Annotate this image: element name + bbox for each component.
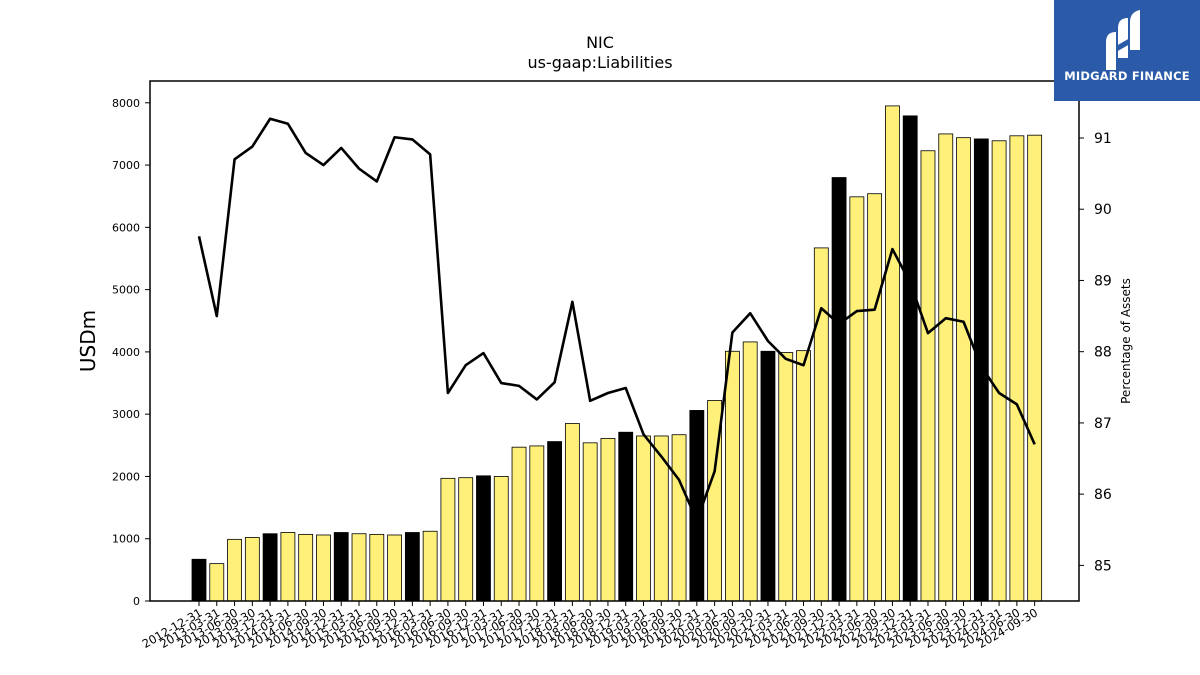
bar-2022-06-30 <box>867 193 883 602</box>
bar-2022-03-31 <box>849 196 865 602</box>
bar-2017-09-30 <box>529 445 545 602</box>
bar-2023-12-31 <box>973 138 989 602</box>
y2-tick-label: 88 <box>1094 345 1112 361</box>
bar-2019-09-30 <box>671 434 687 602</box>
bar-2018-12-31 <box>618 431 634 602</box>
midgard-logo-icon <box>1106 10 1140 70</box>
bar-2015-03-31 <box>351 533 367 602</box>
bar-2016-06-30 <box>440 477 456 602</box>
bar-2024-09-30 <box>1027 134 1043 602</box>
bar-2013-12-31 <box>262 533 278 602</box>
bar-2019-03-31 <box>636 435 651 602</box>
y2-tick-label: 85 <box>1094 558 1112 574</box>
bar-2017-03-31 <box>493 476 509 602</box>
y2-tick-label: 91 <box>1094 131 1112 147</box>
bar-2024-03-31 <box>991 140 1007 602</box>
bar-2013-06-30 <box>227 538 242 602</box>
bar-2023-03-31 <box>920 150 936 602</box>
bar-2015-12-31 <box>404 532 420 602</box>
y2-tick-label: 86 <box>1094 487 1112 503</box>
bar-2021-09-30 <box>813 247 829 602</box>
bar-2017-06-30 <box>511 446 527 602</box>
y-tick-label: 8000 <box>112 97 140 110</box>
bar-2020-12-31 <box>760 350 776 602</box>
y2-tick-label: 89 <box>1094 273 1112 289</box>
y-tick-label: 0 <box>133 595 140 608</box>
bar-2020-06-30 <box>725 350 740 602</box>
bar-2013-03-31 <box>209 563 225 602</box>
y-tick-label: 1000 <box>112 533 140 546</box>
bar-2023-06-30 <box>938 133 954 602</box>
bar-2015-09-30 <box>387 534 402 602</box>
y-tick-label: 7000 <box>112 159 140 172</box>
bar-2023-09-30 <box>956 137 971 602</box>
bar-2022-12-31 <box>902 115 918 602</box>
y-axis-label: USDm <box>76 310 100 372</box>
y-tick-label: 4000 <box>112 346 140 359</box>
chart-subtitle: us-gaap:Liabilities <box>527 53 673 72</box>
y2-tick-label: 87 <box>1094 416 1112 432</box>
logo-text: MIDGARD FINANCE <box>1064 69 1190 83</box>
bar-2016-09-30 <box>458 477 474 602</box>
bar-2014-12-31 <box>333 532 349 602</box>
y-tick-label: 3000 <box>112 408 140 421</box>
bar-2018-03-31 <box>564 423 580 602</box>
chart-title: NIC <box>586 33 614 52</box>
bar-2018-09-30 <box>600 438 616 602</box>
bar-2021-06-30 <box>796 350 811 602</box>
bar-2021-03-31 <box>778 352 794 602</box>
bar-2012-12-31 <box>191 558 207 602</box>
bar-2016-12-31 <box>476 475 491 602</box>
left-axis: 0 1000 2000 3000 4000 5000 6000 7000 8000 <box>112 97 150 608</box>
y-tick-label: 2000 <box>112 470 140 483</box>
right-axis: 85 86 87 88 89 90 91 <box>1079 131 1112 574</box>
bar-2022-09-30 <box>885 105 900 602</box>
y-tick-label: 6000 <box>112 221 140 234</box>
bar-2014-09-30 <box>316 534 331 602</box>
y2-tick-label: 90 <box>1094 202 1112 218</box>
percentage-line <box>197 117 1036 522</box>
bar-series <box>191 105 1043 602</box>
midgard-logo: MIDGARD FINANCE <box>1054 0 1200 101</box>
bar-2020-09-30 <box>742 341 758 602</box>
bar-2014-03-31 <box>280 532 296 602</box>
plot-frame <box>149 80 1080 602</box>
x-axis: 2012-12-312013-03-312013-06-302013-09-30… <box>140 601 1040 651</box>
bar-2024-06-30 <box>1009 135 1025 602</box>
bar-2014-06-30 <box>298 533 314 602</box>
bar-2021-12-31 <box>831 177 847 602</box>
bar-2013-09-30 <box>244 537 260 602</box>
bar-2018-06-30 <box>582 442 598 602</box>
bar-2015-06-30 <box>369 533 385 602</box>
bar-2017-12-31 <box>547 441 562 602</box>
y2-axis-label: Percentage of Assets <box>1119 278 1133 404</box>
y-tick-label: 5000 <box>112 284 140 297</box>
bar-2016-03-31 <box>422 530 438 602</box>
